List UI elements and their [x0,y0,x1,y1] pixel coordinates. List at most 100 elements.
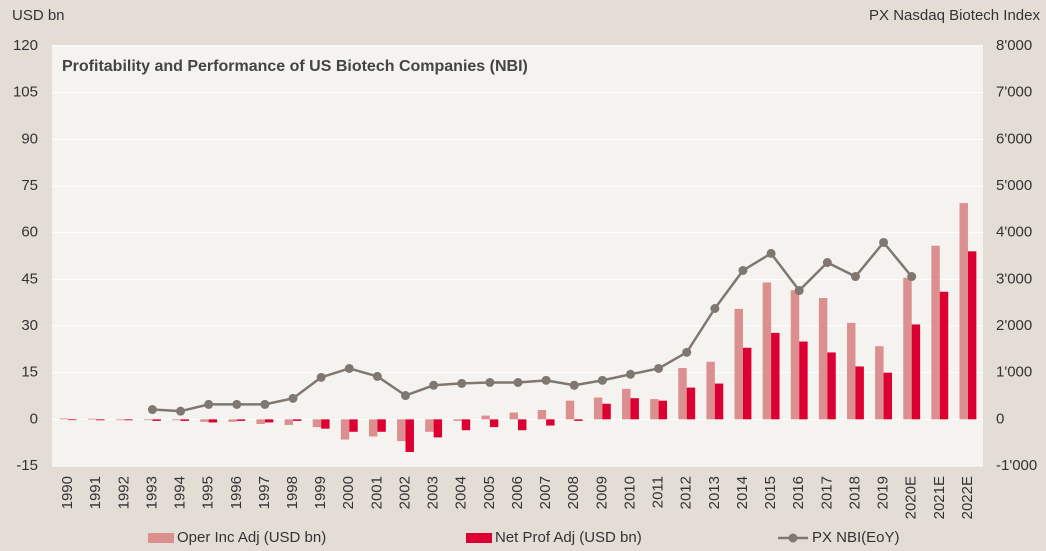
x-tick-label: 2020E [903,476,920,519]
bar [59,418,69,420]
bar [461,419,471,431]
x-tick-label: 2012 [678,476,695,509]
bar [855,366,864,420]
bar [686,387,696,420]
x-tick-label: 1991 [87,476,104,509]
plot-area [52,45,983,466]
x-tick-label: 2007 [537,476,554,509]
bar [799,341,808,420]
x-tick-label: 2017 [818,476,835,509]
line-marker [794,286,804,296]
y2-tick-label: 6'000 [996,130,1032,147]
line-marker [710,304,720,313]
bar [152,419,161,421]
bar [312,419,322,428]
bar [883,372,893,420]
line-marker [738,265,748,275]
bar [939,291,949,420]
bar [96,419,105,421]
line-marker [344,363,354,373]
bar [368,419,378,437]
x-tick-label: 2003 [425,476,442,509]
x-tick-label: 2006 [509,476,526,509]
x-tick-label: 2014 [734,476,751,509]
y-tick-label: 30 [21,317,38,334]
x-tick-label: 2010 [621,476,638,509]
line-marker [541,375,551,385]
bar [827,352,836,420]
x-tick-label: 1997 [256,476,273,509]
x-tick-label: 2005 [481,476,498,509]
x-tick-label: 2008 [565,476,582,509]
bar [658,400,668,420]
legend-swatch [788,533,798,543]
bar [593,397,603,420]
bar [546,419,555,426]
chart-title: Profitability and Performance of US Biot… [62,58,528,75]
bar [349,419,358,432]
bar [397,419,406,442]
line-marker [288,393,298,403]
line-marker [260,399,270,409]
line-marker [401,391,411,401]
bar [762,282,772,420]
line-marker [316,372,326,382]
line-marker [766,248,776,258]
line-marker [879,237,889,247]
bar [602,403,611,420]
bar [537,410,547,420]
bar [574,419,583,421]
line-marker [822,258,832,268]
x-tick-label: 2001 [368,476,385,509]
bar [200,419,209,422]
bar [481,415,490,420]
bar [489,419,499,428]
y-tick-label: 60 [21,224,38,241]
bar [180,419,189,421]
bar [630,398,639,420]
y-tick-label: 15 [21,364,38,381]
y-tick-label: 105 [13,84,38,101]
line-marker [654,363,664,373]
y2-tick-label: 7'000 [996,84,1032,101]
bar [742,347,752,420]
line-marker [907,272,917,282]
bar [903,277,912,420]
bar [425,419,434,432]
line-marker [147,405,157,415]
x-tick-label: 2002 [396,476,413,509]
y2-tick-label: 5'000 [996,177,1032,194]
bar [87,418,97,420]
y2-tick-label: 8'000 [996,37,1032,54]
line-marker [625,369,635,379]
bar [959,203,968,420]
x-tick-label: 1996 [228,476,245,509]
bar [678,368,687,420]
bar [340,419,350,440]
bar [453,419,462,421]
bar [284,419,294,425]
y-tick-label: 90 [21,130,38,147]
bar [115,419,125,421]
bar [208,419,218,423]
x-tick-label: 1995 [200,476,217,509]
legend-label: PX NBI(EoY) [812,529,900,546]
x-tick-label: 2022E [959,476,976,519]
bar [734,308,743,420]
bar [967,251,977,420]
y2-tick-label: 2'000 [996,317,1032,334]
x-tick-label: 1992 [115,476,132,509]
x-tick-label: 1999 [312,476,329,509]
legend-label: Net Prof Adj (USD bn) [495,529,642,546]
x-tick-label: 2016 [790,476,807,509]
y-tick-label: 45 [21,270,38,287]
y-tick-label: 0 [30,410,38,427]
bar [518,419,527,431]
bar [847,322,856,420]
x-tick-label: 2000 [340,476,357,509]
y-tick-label: 75 [21,177,38,194]
line-marker [372,371,382,381]
y2-tick-label: -1'000 [996,457,1037,474]
x-tick-label: 2021E [931,476,948,519]
